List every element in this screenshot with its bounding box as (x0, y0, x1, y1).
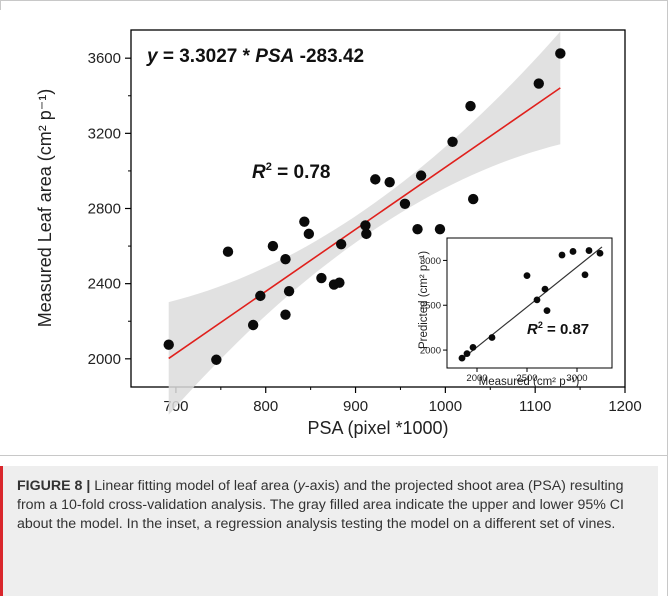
main-data-point (468, 193, 479, 205)
main-data-point (335, 239, 347, 250)
frame-border-right (667, 0, 668, 596)
equation-constant: -283.42 (294, 46, 364, 67)
inset-data-point (569, 248, 577, 255)
caption-separator (0, 455, 668, 456)
inset-data-point (533, 296, 541, 304)
inset-x-axis-label: Measured (cm² p⁻¹) (479, 376, 580, 388)
inset-data-point (596, 249, 604, 257)
main-x-tick-label: 1000 (429, 398, 462, 415)
inset-r-squared: R2 = 0.87 (527, 320, 589, 338)
main-data-point (222, 246, 234, 257)
main-x-tick-label: 800 (253, 398, 278, 415)
frame-border-left (0, 0, 1, 10)
inset-plot-area: 2000 2500 3000 2000 2500 3000 R2 = 0.87 Measu… (418, 237, 613, 388)
main-data-point (415, 170, 427, 181)
equation-y: y (146, 46, 159, 67)
frame-border-top (0, 0, 668, 1)
main-data-point (434, 223, 446, 235)
inset-y-tick-label: 3000 (420, 256, 441, 267)
inset-r-superscript: 2 (538, 320, 543, 330)
main-x-tick-label: 1100 (519, 398, 551, 415)
main-r-superscript: 2 (266, 161, 272, 173)
main-y-tick-label: 2000 (88, 351, 121, 368)
caption-figure-label: FIGURE 8 | (17, 478, 91, 494)
main-data-point (255, 290, 266, 302)
equation-part: = 3.3027 * (158, 46, 256, 67)
inset-x-tick-label: 2500 (516, 373, 537, 384)
inset-regression-line-path (461, 246, 603, 360)
main-data-point (299, 216, 310, 227)
inset-r-value: = 0.87 (543, 321, 589, 338)
inset-y-tick-label: 2000 (420, 346, 441, 357)
inset-data-point (558, 251, 566, 259)
main-data-points (163, 48, 566, 365)
inset-data-point (469, 343, 477, 351)
inset-y-tick-label: 2500 (420, 301, 441, 312)
main-data-point (283, 285, 295, 297)
main-data-point (280, 309, 291, 320)
main-data-point (280, 254, 291, 265)
main-scatter-chart: 7008009001000110012002000240028003200360… (35, 29, 642, 438)
inset-data-point (581, 271, 589, 279)
main-axis-ticks: 7008009001000110012002000240028003200360… (88, 50, 642, 415)
caption-y-italic: y (297, 478, 305, 494)
main-data-point (447, 136, 458, 147)
main-r-squared: R2 = 0.78 (252, 161, 331, 183)
main-y-tick-label: 3200 (88, 125, 121, 142)
inset-data-point (488, 334, 496, 341)
main-y-tick-label: 2800 (88, 201, 121, 218)
inset-r-symbol: R (527, 321, 538, 338)
main-data-point (303, 228, 315, 240)
inset-data-points (458, 247, 604, 362)
main-data-point (533, 78, 544, 89)
inset-data-point (585, 247, 593, 254)
main-data-point (412, 223, 423, 235)
main-data-point (555, 48, 566, 59)
main-data-point (267, 240, 279, 252)
main-data-point (247, 319, 259, 331)
inset-regression-line (461, 246, 603, 360)
main-data-point (361, 228, 372, 240)
main-y-tick-label: 2400 (88, 276, 121, 293)
main-data-point (211, 354, 222, 365)
inset-y-axis-label: Predicted (cm² p⁻¹) (418, 251, 430, 349)
main-data-point (465, 100, 476, 112)
inset-x-tick-label: 3000 (566, 373, 587, 384)
main-data-point (399, 198, 411, 210)
caption-text-part-1: Linear fitting model of leaf area ( (90, 478, 298, 494)
main-data-point (334, 277, 345, 288)
main-x-tick-label: 900 (343, 398, 368, 415)
inset-data-point (458, 354, 466, 362)
equation-variable: PSA (255, 46, 294, 67)
inset-data-point (541, 285, 549, 293)
inset-axis-ticks: 2000 2500 3000 2000 2500 3000 (420, 256, 588, 384)
inset-data-point (523, 272, 531, 280)
inset-data-point (463, 350, 471, 358)
figure-caption: FIGURE 8 | Linear fitting model of leaf … (0, 466, 658, 596)
main-y-tick-label: 3600 (88, 50, 121, 67)
main-data-point (316, 272, 327, 284)
main-data-point (384, 176, 395, 188)
main-r-value: = 0.78 (272, 162, 331, 183)
main-data-point (163, 339, 174, 350)
regression-equation: y = 3.3027 * PSA -283.42 (146, 46, 364, 67)
inset-data-point (543, 307, 551, 315)
inset-x-tick-label: 2000 (466, 373, 487, 384)
caption-text-part-2: -axis) and the projected shoot area (PSA… (17, 478, 624, 532)
main-y-axis-label: Measured Leaf area (cm² p⁻¹) (35, 89, 55, 328)
main-data-point (370, 174, 381, 185)
main-x-tick-label: 1200 (608, 398, 641, 415)
main-x-axis-label: PSA (pixel *1000) (307, 418, 448, 438)
main-r-symbol: R (252, 162, 266, 183)
main-data-point (360, 220, 371, 231)
